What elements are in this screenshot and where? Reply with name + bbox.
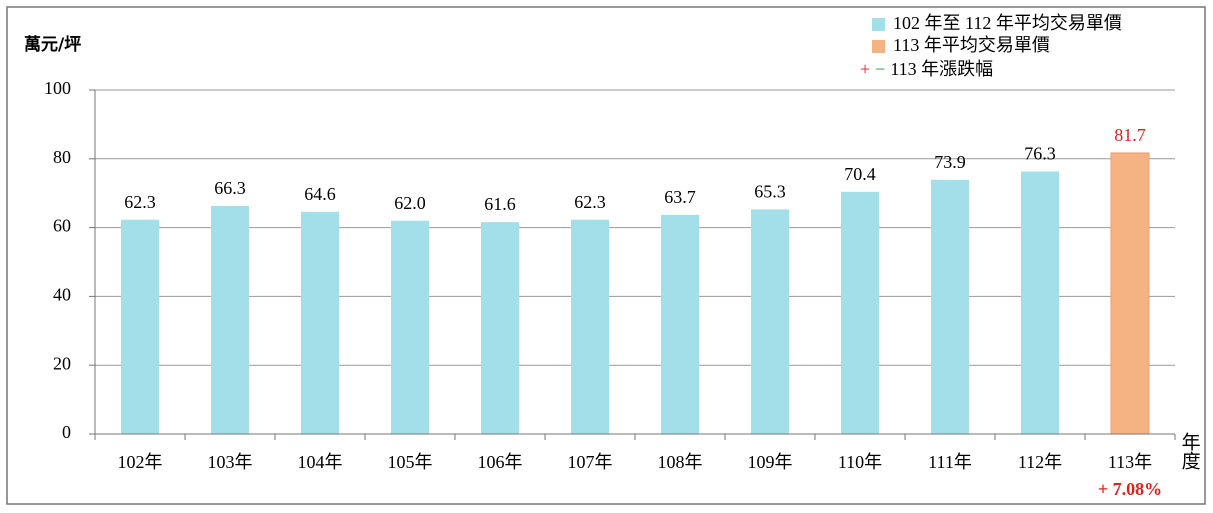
bar [751, 209, 789, 434]
x-tick-label: 112年 [1018, 452, 1062, 472]
x-tick-label: 103年 [208, 452, 253, 472]
legend-change-part: 113 年漲跌幅 [890, 59, 993, 79]
x-tick-label: 111年 [928, 452, 972, 472]
bar [841, 191, 879, 434]
value-label: 66.3 [214, 178, 246, 198]
x-tick-label: 109年 [748, 452, 793, 472]
x-axis-label: 年度 [1179, 432, 1201, 470]
value-label: 65.3 [754, 181, 786, 201]
y-tick-label: 0 [62, 422, 71, 442]
value-label: 73.9 [934, 152, 966, 172]
x-tick-label: 105年 [388, 452, 433, 472]
y-axis-label: 萬元/坪 [24, 34, 81, 55]
value-label: 64.6 [304, 184, 336, 204]
bar [391, 220, 429, 434]
change-label: + 7.08% [1098, 479, 1162, 499]
x-tick-label: 102年 [118, 452, 163, 472]
value-label: 70.4 [844, 164, 876, 184]
x-tick-label: 110年 [838, 452, 882, 472]
value-label: 61.6 [484, 194, 516, 214]
legend-change: + −113 年漲跌幅 [860, 59, 993, 79]
x-tick-label: 107年 [568, 452, 613, 472]
chart-border [6, 6, 1206, 505]
y-tick-label: 60 [53, 216, 71, 236]
legend-change-part: + [860, 59, 870, 79]
bar [1021, 171, 1059, 434]
y-tick-label: 20 [53, 353, 71, 373]
x-tick-label: 106年 [478, 452, 523, 472]
bar [211, 205, 249, 434]
value-label: 76.3 [1024, 144, 1056, 164]
value-label: 62.3 [124, 192, 156, 212]
x-tick-label: 104年 [298, 452, 343, 472]
bar [571, 219, 609, 434]
legend-swatch [872, 18, 885, 31]
y-tick-label: 40 [53, 285, 71, 305]
value-label: 63.7 [664, 187, 696, 207]
legend-swatch [872, 40, 885, 53]
bar [481, 222, 519, 434]
value-label: 81.7 [1114, 125, 1146, 145]
legend-label: 102 年至 112 年平均交易單價 [893, 13, 1122, 33]
x-tick-label: 108年 [658, 452, 703, 472]
bar [1110, 152, 1150, 435]
y-tick-label: 100 [44, 78, 71, 98]
value-label: 62.3 [574, 192, 606, 212]
legend-change-part: − [875, 59, 885, 79]
x-tick-label: 113年 [1108, 452, 1152, 472]
bar [931, 179, 969, 434]
bar [121, 219, 159, 434]
bar [661, 214, 699, 434]
legend-label: 113 年平均交易單價 [893, 35, 1050, 55]
value-label: 62.0 [394, 193, 426, 213]
y-tick-label: 80 [53, 147, 71, 167]
bar [301, 211, 339, 434]
